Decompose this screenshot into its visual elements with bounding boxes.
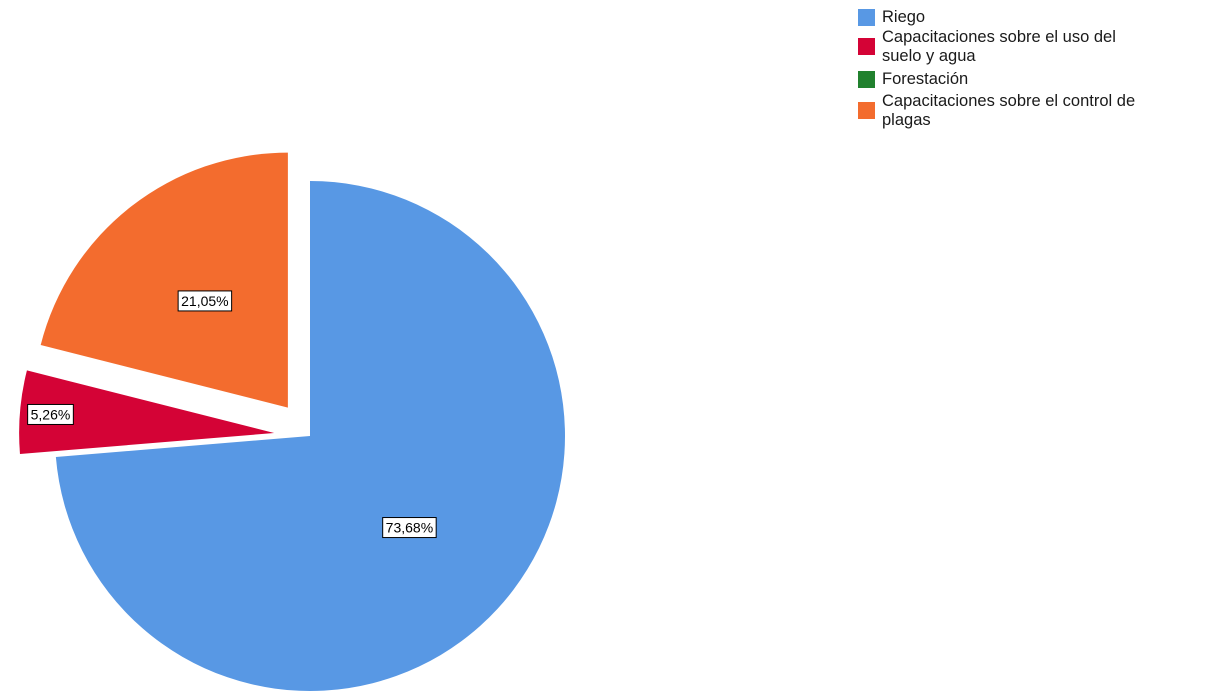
legend-label-forestacion: Forestación: [882, 70, 969, 88]
legend-item-control-plagas: Capacitaciones sobre el control de plaga…: [858, 92, 1228, 134]
legend-swatch-riego: [858, 9, 875, 26]
legend-item-riego: Riego: [858, 8, 1228, 28]
pie-slice-1: [19, 370, 275, 455]
data-label-text-3: 21,05%: [181, 293, 228, 309]
legend-swatch-control-plagas: [858, 102, 875, 119]
legend-label-control-plagas-line1: Capacitaciones sobre el control de: [882, 92, 1136, 110]
data-label-1: 5,26%: [27, 403, 74, 425]
pie-slice-0: [55, 181, 565, 691]
legend-swatch-uso-suelo-agua: [858, 38, 875, 55]
data-label-box-1: [27, 403, 74, 425]
data-label-box-0: [382, 517, 437, 539]
legend-label-uso-suelo-agua-line1: Capacitaciones sobre el uso del: [882, 28, 1116, 46]
legend: Riego Capacitaciones sobre el uso del su…: [858, 8, 1228, 134]
data-label-0: 73,68%: [382, 517, 437, 539]
legend-swatch-forestacion: [858, 71, 875, 88]
legend-label-control-plagas-line2: plagas: [882, 111, 931, 129]
data-label-text-1: 5,26%: [31, 406, 71, 422]
data-label-text-0: 73,68%: [386, 520, 433, 536]
legend-item-forestacion: Forestación: [858, 70, 1228, 92]
data-label-3: 21,05%: [177, 290, 233, 312]
legend-label-riego: Riego: [882, 8, 926, 26]
pie-slice-3: [40, 152, 288, 408]
legend-item-uso-suelo-agua: Capacitaciones sobre el uso del suelo y …: [858, 28, 1228, 70]
legend-label-uso-suelo-agua-line2: suelo y agua: [882, 47, 976, 65]
data-label-box-3: [177, 290, 233, 312]
